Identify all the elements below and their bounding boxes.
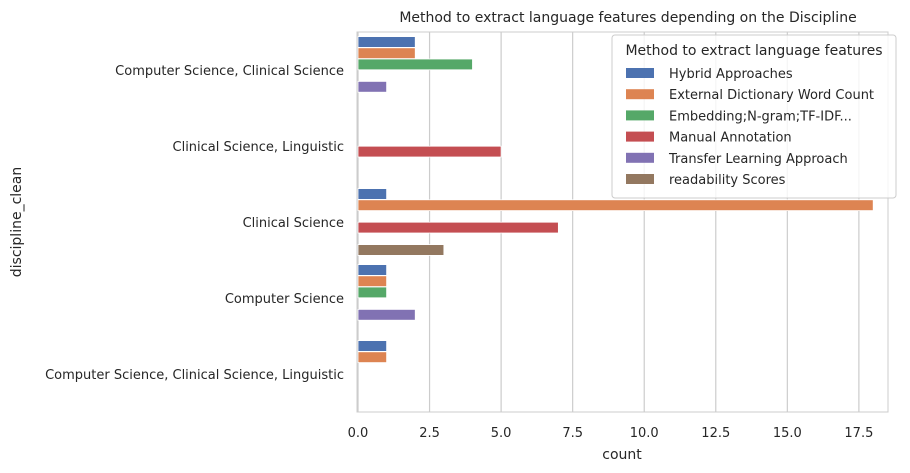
x-tick-label: 10.0	[630, 426, 659, 441]
legend-swatch	[626, 174, 654, 184]
x-tick-label: 15.0	[773, 426, 802, 441]
x-tick-labels: 0.0 2.5 5.0 7.5 10.0 12.5 15.0 17.5	[348, 426, 874, 441]
y-category-labels: Computer Science, Clinical Science Clinic…	[45, 64, 344, 383]
bar-mark	[357, 188, 388, 200]
bar-mark	[357, 308, 416, 321]
legend-entry-label: External Dictionary Word Count	[669, 88, 874, 103]
bar-mark	[357, 47, 416, 59]
plot-frame	[356, 31, 889, 413]
bar-mark	[357, 221, 559, 234]
y-category-label: Clinical Science	[243, 216, 344, 231]
x-tick-label: 12.5	[701, 426, 730, 441]
x-tick-label: 2.5	[419, 426, 440, 441]
legend-swatch	[626, 152, 654, 163]
x-tick-label: 0.0	[348, 426, 369, 441]
y-category-label: Computer Science, Clinical Science, Ling…	[45, 368, 344, 383]
legend-entry-label: readability Scores	[669, 173, 786, 188]
legend-entry-label: Manual Annotation	[669, 131, 792, 146]
y-category-label: Computer Science, Clinical Science	[115, 64, 344, 79]
x-tick-label: 17.5	[844, 426, 873, 441]
legend-entry-label: Embedding;N-gram;TF-IDF...	[669, 109, 852, 124]
x-axis-label: count	[602, 447, 642, 463]
legend-swatch	[626, 110, 654, 121]
bars	[357, 36, 874, 363]
bar-mark	[357, 145, 502, 158]
legend-swatch	[626, 68, 654, 78]
y-category-label: Computer Science	[225, 292, 344, 307]
y-category-label: Clinical Science, Linguistic	[173, 140, 345, 155]
x-tick-label: 5.0	[491, 426, 512, 441]
x-tick-label: 7.5	[562, 426, 583, 441]
bar-mark	[357, 340, 388, 352]
legend-entry-label: Transfer Learning Approach	[668, 152, 848, 167]
chart-title: Method to extract language features depe…	[399, 10, 856, 26]
bar-mark	[357, 58, 473, 71]
bar-mark	[357, 351, 388, 363]
legend-swatch	[626, 89, 654, 100]
bar-mark	[357, 264, 388, 276]
bar-mark	[357, 81, 388, 93]
legend-entry-label: Hybrid Approaches	[669, 67, 793, 82]
bar-mark	[357, 286, 388, 299]
legend-title: Method to extract language features	[625, 43, 882, 59]
bar-mark	[357, 36, 416, 48]
legend-swatch	[626, 131, 654, 142]
y-axis-label: discipline_clean	[9, 167, 25, 277]
bar-mark	[357, 199, 874, 212]
legend: Method to extract language features Hybr…	[611, 34, 897, 199]
legend-box	[611, 34, 897, 199]
bar-mark	[357, 275, 388, 287]
bar-mark	[357, 244, 445, 256]
